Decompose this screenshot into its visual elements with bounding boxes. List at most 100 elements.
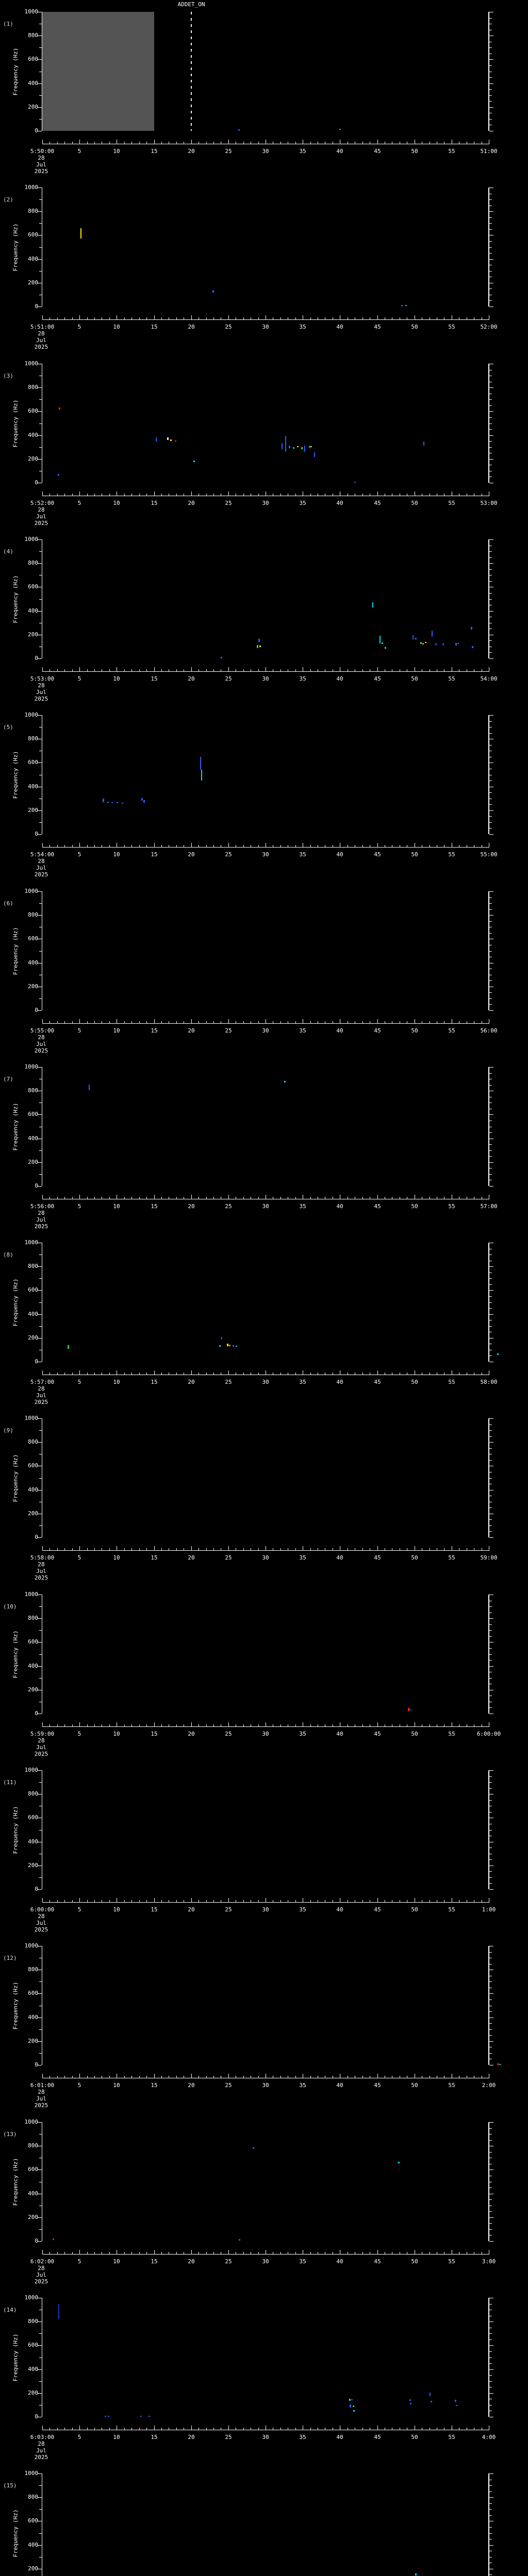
x-tick-label: 35 xyxy=(299,1027,306,1034)
date-label: 2025 xyxy=(34,696,48,702)
y-tick-left xyxy=(39,1302,42,1303)
y-tick-right xyxy=(489,271,492,272)
y-tick-right xyxy=(489,792,492,793)
y-tick-right xyxy=(489,18,492,19)
panel-number: (14) xyxy=(3,2307,17,2313)
y-tick-left xyxy=(39,1981,42,1982)
x-end-time-label: 56:00 xyxy=(480,1027,498,1034)
y-tick-label: 200 xyxy=(28,279,38,286)
y-tick-right xyxy=(489,95,492,96)
y-tick-right xyxy=(489,2333,492,2334)
x-tick xyxy=(94,494,95,496)
event-mark xyxy=(423,442,424,446)
y-tick-right xyxy=(489,119,492,120)
y-tick-right xyxy=(489,1993,493,1994)
x-tick xyxy=(280,317,281,319)
x-tick xyxy=(191,2074,192,2078)
x-tick xyxy=(146,2428,147,2430)
event-mark xyxy=(401,305,403,307)
x-tick xyxy=(377,315,378,319)
x-tick xyxy=(206,845,207,847)
y-tick-right xyxy=(489,417,492,418)
x-tick xyxy=(42,1546,43,1550)
y-tick-right xyxy=(489,2393,493,2394)
x-tick-label: 55 xyxy=(448,1203,455,1210)
event-mark xyxy=(59,408,60,410)
panel-number: (11) xyxy=(3,1779,17,1786)
x-axis xyxy=(42,1550,489,1551)
y-tick-right xyxy=(489,1326,492,1327)
x-tick xyxy=(42,2426,43,2430)
event-mark xyxy=(430,2393,431,2396)
y-tick-label: 600 xyxy=(28,1814,38,1821)
x-tick xyxy=(109,669,110,671)
x-tick xyxy=(64,669,65,671)
x-tick xyxy=(79,315,80,319)
x-tick xyxy=(228,843,229,847)
x-tick xyxy=(87,669,88,671)
spectrogram-panel-9: 0 200 400 600 800 1000 5:58:00 5 10 15 20 25 30 35 40 4… xyxy=(0,1406,528,1583)
x-tick xyxy=(176,1724,177,1726)
y-tick-right xyxy=(489,2351,492,2352)
date-label: Jul xyxy=(36,689,46,696)
x-tick-label: 40 xyxy=(336,2434,343,2441)
y-tick-right xyxy=(489,980,492,981)
x-end-time-label: 6:00:00 xyxy=(476,1731,501,1737)
x-tick xyxy=(310,845,311,847)
event-mark xyxy=(431,2401,432,2402)
y-tick-right xyxy=(489,2035,492,2036)
y-tick-right xyxy=(489,1436,492,1437)
x-tick-label: 5 xyxy=(77,1906,81,1913)
x-tick xyxy=(161,1548,162,1550)
event-mark xyxy=(415,638,417,639)
y-tick-left xyxy=(38,1314,42,1315)
x-tick xyxy=(228,1898,229,1902)
x-tick-label: 45 xyxy=(374,675,381,682)
x-tick xyxy=(131,2252,132,2254)
y-tick-right xyxy=(489,1004,492,1005)
x-tick xyxy=(258,1900,259,1902)
event-mark xyxy=(442,643,444,645)
event-mark xyxy=(409,2399,411,2401)
x-tick-label: 35 xyxy=(299,2434,306,2441)
x-tick xyxy=(310,494,311,496)
x-tick xyxy=(146,845,147,847)
x-tick-label: 15 xyxy=(151,851,158,858)
x-tick-label: 10 xyxy=(113,1203,120,1210)
y-tick-right xyxy=(489,822,492,823)
x-tick-label: 55 xyxy=(448,1731,455,1737)
x-tick-label: 15 xyxy=(151,500,158,506)
y-tick-label: 800 xyxy=(28,560,38,566)
y-tick-left xyxy=(39,2509,42,2510)
y-axis-right xyxy=(488,2298,489,2417)
y-tick-right xyxy=(489,1648,492,1649)
y-tick-left xyxy=(39,2381,42,2382)
y-tick-left xyxy=(39,447,42,448)
x-tick xyxy=(139,1372,140,1375)
y-tick-right xyxy=(489,1442,493,1443)
date-label: Jul xyxy=(36,865,46,871)
x-tick-label: 35 xyxy=(299,500,306,506)
x-tick xyxy=(295,142,296,144)
x-tick xyxy=(206,2076,207,2078)
y-tick-right xyxy=(489,915,493,916)
x-tick-label: 35 xyxy=(299,851,306,858)
x-tick xyxy=(131,1021,132,1023)
y-tick-label: 400 xyxy=(28,256,38,262)
y-tick-right xyxy=(489,2128,492,2129)
x-end-time-label: 4:00 xyxy=(482,2434,496,2441)
x-tick-label: 10 xyxy=(113,1027,120,1034)
x-tick xyxy=(377,667,378,671)
x-tick xyxy=(295,669,296,671)
x-axis xyxy=(42,2254,489,2255)
x-tick xyxy=(228,1019,229,1023)
x-tick-label: 40 xyxy=(336,675,343,682)
x-tick xyxy=(131,1372,132,1375)
y-tick-left xyxy=(38,563,42,564)
x-start-time-label: 6:01:00 xyxy=(30,2082,55,2089)
y-tick-right xyxy=(489,563,493,564)
y-tick-left xyxy=(39,1654,42,1655)
x-tick xyxy=(64,142,65,144)
event-mark xyxy=(385,647,386,649)
y-tick-label: 200 xyxy=(28,2389,38,2396)
